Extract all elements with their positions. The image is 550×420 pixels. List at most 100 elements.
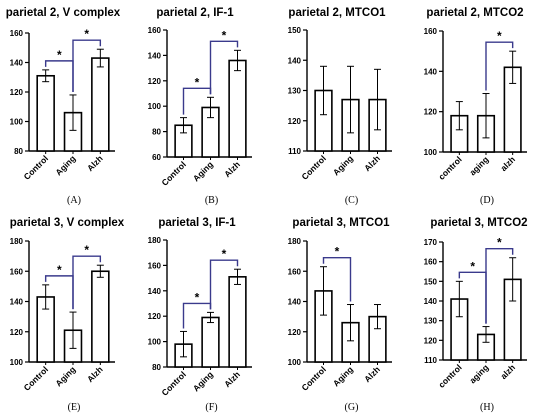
y-tick-label: 160 bbox=[10, 29, 24, 38]
significance-bracket bbox=[72, 39, 102, 92]
y-tick-label: 140 bbox=[424, 297, 438, 306]
x-tick-label: control bbox=[436, 154, 463, 181]
y-tick-label: 110 bbox=[424, 356, 437, 365]
y-tick-label: 110 bbox=[288, 147, 301, 156]
y-tick-label: 160 bbox=[424, 258, 438, 267]
panel-label: (A) bbox=[67, 195, 81, 206]
x-tick-label: Alzh bbox=[362, 364, 382, 384]
y-tick-label: 150 bbox=[288, 26, 302, 35]
y-tick-label: 160 bbox=[148, 261, 162, 270]
y-tick-label: 130 bbox=[288, 87, 302, 96]
y-tick-label: 120 bbox=[288, 328, 302, 337]
significance-bracket bbox=[485, 41, 514, 91]
significance-marker: * bbox=[57, 263, 62, 277]
x-tick-label: Aging bbox=[331, 153, 355, 177]
panel-label: (C) bbox=[345, 195, 358, 206]
y-tick-label: 180 bbox=[10, 237, 24, 246]
x-tick-label: Aging bbox=[191, 369, 215, 393]
panel-label: (G) bbox=[345, 402, 359, 413]
x-tick-label: aging bbox=[467, 362, 490, 385]
chart-title: parietal 3, V complex bbox=[10, 217, 125, 229]
y-tick-label: 140 bbox=[288, 56, 302, 65]
x-tick-label: Alzh bbox=[222, 159, 242, 179]
significance-marker: * bbox=[195, 290, 200, 304]
chart-title: parietal 3, IF-1 bbox=[158, 217, 236, 229]
y-tick-label: 120 bbox=[10, 88, 24, 97]
y-tick-label: 180 bbox=[148, 236, 162, 245]
panel-label: (H) bbox=[480, 402, 494, 413]
significance-marker: * bbox=[84, 27, 89, 41]
panel-label: (B) bbox=[205, 195, 218, 206]
significance-marker: * bbox=[222, 247, 227, 261]
x-tick-label: Alzh bbox=[85, 364, 105, 384]
y-tick-label: 120 bbox=[424, 108, 438, 117]
y-tick-label: 140 bbox=[424, 67, 438, 76]
y-tick-label: 120 bbox=[288, 117, 302, 126]
x-tick-label: Control bbox=[299, 364, 327, 392]
x-tick-label: Control bbox=[159, 159, 187, 187]
x-tick-label: Control bbox=[159, 369, 187, 397]
significance-bracket bbox=[209, 259, 239, 310]
y-tick-label: 120 bbox=[148, 77, 162, 86]
significance-bracket bbox=[485, 248, 514, 324]
x-tick-label: control bbox=[436, 362, 463, 389]
chart-title: parietal 2, IF-1 bbox=[156, 7, 234, 19]
significance-bracket bbox=[209, 40, 239, 95]
y-tick-label: 160 bbox=[148, 26, 162, 35]
y-tick-label: 120 bbox=[424, 336, 438, 345]
y-tick-label: 100 bbox=[148, 102, 162, 111]
significance-marker: * bbox=[222, 28, 227, 42]
x-tick-label: Aging bbox=[53, 153, 77, 177]
chart-title: parietal 2, MTCO2 bbox=[426, 7, 523, 19]
bar-alzh bbox=[228, 276, 247, 368]
y-tick-label: 140 bbox=[148, 287, 162, 296]
chart-title: parietal 3, MTCO2 bbox=[430, 217, 527, 229]
y-tick-label: 120 bbox=[148, 312, 162, 321]
x-tick-label: Alzh bbox=[85, 153, 105, 173]
y-tick-label: 100 bbox=[424, 148, 438, 157]
significance-marker: * bbox=[497, 236, 502, 250]
y-tick-label: 160 bbox=[288, 267, 302, 276]
chart-panel-f: parietal 3, IF-1 80 100 120 140 160 180 Control… bbox=[148, 217, 252, 413]
chart-title: parietal 2, MTCO1 bbox=[288, 7, 386, 19]
chart-title: parietal 3, MTCO1 bbox=[292, 217, 390, 229]
significance-marker: * bbox=[57, 48, 62, 62]
panel-label: (E) bbox=[68, 402, 81, 413]
significance-marker: * bbox=[84, 243, 89, 257]
x-tick-label: Aging bbox=[331, 364, 355, 388]
significance-marker: * bbox=[470, 259, 475, 273]
y-tick-label: 120 bbox=[10, 328, 24, 337]
chart-panel-e: parietal 3, V complex 100 120 140 160 180 Cont… bbox=[10, 217, 125, 413]
significance-marker: * bbox=[497, 29, 502, 43]
x-tick-label: alzh bbox=[498, 154, 517, 173]
y-tick-label: 100 bbox=[288, 358, 302, 367]
y-tick-label: 170 bbox=[424, 238, 438, 247]
y-tick-label: 140 bbox=[148, 51, 162, 60]
y-tick-label: 80 bbox=[152, 363, 161, 372]
y-tick-label: 140 bbox=[10, 298, 24, 307]
significance-bracket bbox=[72, 255, 102, 310]
y-tick-label: 160 bbox=[424, 27, 438, 36]
chart-panel-a: parietal 2, V complex 80 100 120 140 160 Contr… bbox=[6, 7, 121, 206]
x-tick-label: Aging bbox=[191, 159, 215, 183]
x-tick-label: Control bbox=[22, 153, 50, 181]
bar-alzh bbox=[91, 57, 110, 152]
chart-title: parietal 2, V complex bbox=[6, 7, 121, 19]
x-tick-label: Alzh bbox=[222, 369, 242, 389]
panel-label: (F) bbox=[205, 402, 217, 413]
y-tick-label: 80 bbox=[152, 128, 161, 137]
y-tick-label: 160 bbox=[10, 267, 24, 276]
y-tick-label: 100 bbox=[148, 338, 162, 347]
y-tick-label: 180 bbox=[288, 237, 302, 246]
y-tick-label: 100 bbox=[10, 118, 24, 127]
bar-control bbox=[36, 74, 55, 152]
y-tick-label: 150 bbox=[424, 277, 438, 286]
significance-marker: * bbox=[335, 245, 340, 259]
chart-panel-d: parietal 2, MTCO2 100 120 140 160 control agin… bbox=[424, 7, 527, 206]
y-tick-label: 140 bbox=[10, 59, 24, 68]
x-tick-label: alzh bbox=[498, 362, 517, 381]
